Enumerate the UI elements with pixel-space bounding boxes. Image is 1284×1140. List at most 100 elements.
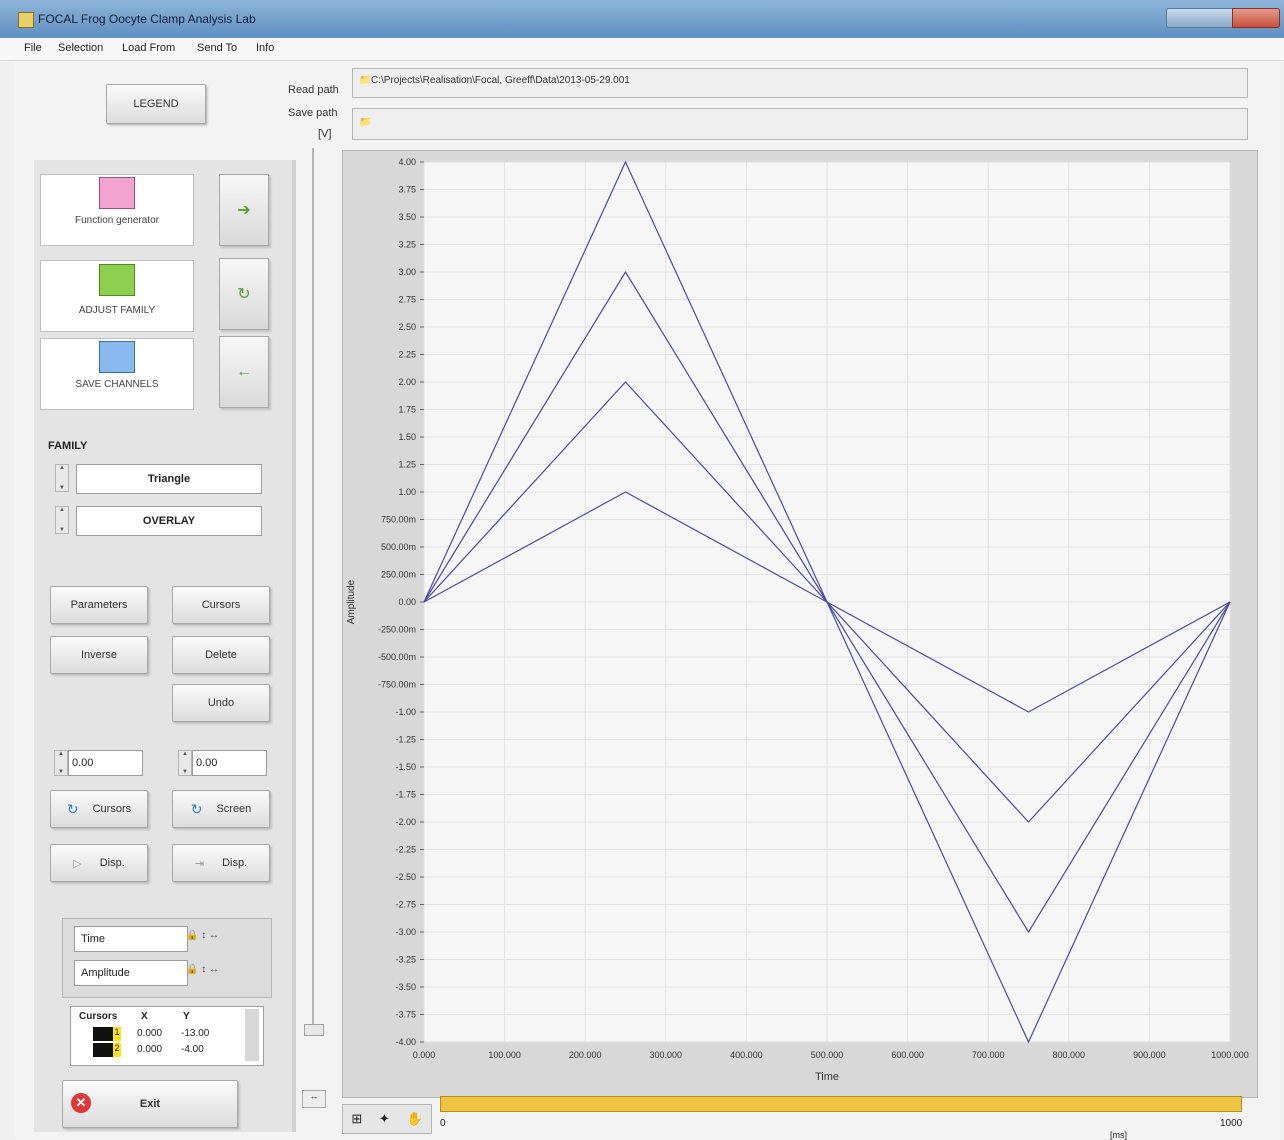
title-bar	[0, 0, 1284, 38]
legend-button[interactable]: LEGEND	[106, 84, 206, 124]
cursor-x: 0.000	[137, 1044, 163, 1055]
save-path-label: Save path	[288, 107, 338, 119]
time-scrollbar[interactable]	[440, 1096, 1242, 1112]
series-lines	[423, 160, 1231, 1044]
zoom-icon[interactable]: ⊞	[351, 1111, 363, 1126]
axis-tools-icon[interactable]: 🔒 ↕ ↔	[186, 964, 220, 975]
cursor-col-header: Cursors	[79, 1011, 118, 1022]
refresh-icon: ↻	[66, 800, 79, 817]
screen-refresh-button[interactable]: ↻ Screen	[172, 790, 270, 828]
grid-lines	[423, 161, 1231, 1043]
unit-label: [V]	[318, 128, 332, 140]
window-title: FOCAL Frog Oocyte Clamp Analysis Lab	[38, 12, 256, 26]
y-tick-label: -1.75	[395, 790, 416, 800]
read-path-label: Read path	[288, 84, 339, 96]
menu-send-to[interactable]: Send To	[197, 42, 238, 54]
display-button-2[interactable]: ⇥ Disp.	[172, 844, 270, 882]
close-icon: ✕	[71, 1093, 91, 1113]
display-button-1[interactable]: ▷ Disp.	[50, 844, 148, 882]
menu-selection[interactable]: Selection	[58, 42, 104, 54]
y-tick-label: -250.00m	[378, 625, 416, 635]
play-icon: ▷	[73, 857, 82, 870]
cursor-swatch	[93, 1027, 113, 1041]
vertical-slider-thumb[interactable]	[304, 1024, 324, 1036]
y-tick-label: 2.00	[398, 377, 416, 387]
undo-button[interactable]: Undo	[172, 684, 270, 722]
family-mode-select[interactable]: OVERLAY	[76, 506, 262, 536]
cursor-x: 0.000	[137, 1028, 163, 1039]
axis-tools-icon[interactable]: 🔒 ↕ ↔	[186, 930, 220, 941]
cursor-id: 1	[113, 1027, 121, 1041]
y-tick-label: -1.00	[395, 707, 416, 717]
cursor-y: -13.00	[181, 1028, 210, 1039]
button-label: Cursors	[92, 803, 132, 815]
numeric-input-left[interactable]: 0.00	[68, 750, 143, 776]
y-tick-label: -2.75	[395, 900, 416, 910]
refresh-button[interactable]: ↻	[219, 258, 269, 330]
y-axis-name-input[interactable]: Amplitude	[74, 960, 188, 986]
parameters-button[interactable]: Parameters	[50, 586, 148, 624]
y-tick-label: 2.75	[398, 295, 416, 305]
slider-arrow-icon[interactable]: ↔	[302, 1090, 326, 1108]
y-tick-label: 1.50	[398, 432, 416, 442]
save-channels-card[interactable]: SAVE CHANNELS	[40, 338, 194, 410]
tool-label: ADJUST FAMILY	[78, 305, 156, 316]
cursor-table[interactable]: Cursors X Y 1 0.000 -13.00 2 0.000 -4.00	[70, 1006, 264, 1066]
tool-label: SAVE CHANNELS	[75, 379, 159, 390]
pan-icon[interactable]: ✦	[378, 1111, 390, 1126]
x-tick-label: 800.000	[1053, 1050, 1086, 1060]
x-tick-label: 900.000	[1133, 1050, 1166, 1060]
numeric-spinner-left[interactable]: ▲ ▼	[54, 750, 68, 776]
menu-info[interactable]: Info	[256, 42, 275, 54]
path-browse-icon[interactable]: 📁	[359, 117, 372, 128]
cursor-id: 2	[113, 1043, 121, 1057]
function-generator-card[interactable]: Function generator	[40, 174, 194, 246]
shape-spinner[interactable]: ▲ ▼	[55, 464, 69, 492]
path-browse-icon[interactable]: 📁	[359, 75, 372, 86]
close-icon[interactable]	[1232, 8, 1280, 28]
numeric-input-right[interactable]: 0.00	[192, 750, 267, 776]
menu-load-from[interactable]: Load From	[122, 42, 176, 54]
y-tick-label: 2.25	[398, 350, 416, 360]
y-tick-label: 3.25	[398, 240, 416, 250]
family-heading: FAMILY	[48, 440, 88, 452]
y-tick-label: -4.00	[395, 1037, 416, 1047]
menu-file[interactable]: File	[24, 42, 42, 54]
y-tick-label: -1.50	[395, 762, 416, 772]
numeric-spinner-right[interactable]: ▲ ▼	[178, 750, 192, 776]
graph-palette[interactable]: ⊞ ✦ ✋	[342, 1104, 432, 1134]
send-right-button[interactable]: ➔	[219, 174, 269, 246]
button-label: Disp.	[222, 857, 248, 869]
y-axis-label: Amplitude	[346, 579, 357, 624]
cursors-refresh-button[interactable]: ↻ Cursors	[50, 790, 148, 828]
tool-label: Function generator	[75, 215, 159, 226]
waveform-graph[interactable]: 4.00 3.75 3.50 3.25 3.00 2.75 2.50 2.25 2.00 1.75…	[342, 150, 1256, 1096]
button-label: Exit	[139, 1098, 161, 1110]
x-tick-label: 1000.000	[1211, 1050, 1249, 1060]
cursor-y: -4.00	[181, 1044, 204, 1055]
y-tick-labels: 4.00 3.75 3.50 3.25 3.00 2.75 2.50 2.25 2.00 1.75…	[378, 157, 424, 1047]
y-tick-label: -3.00	[395, 927, 416, 937]
x-tick-label: 600.000	[891, 1050, 924, 1060]
x-axis-name-input[interactable]: Time	[74, 926, 188, 952]
hand-icon[interactable]: ✋	[406, 1111, 423, 1126]
vertical-slider-track[interactable]	[312, 148, 314, 1028]
y-tick-label: -750.00m	[378, 680, 416, 690]
save-channels-icon	[99, 341, 135, 373]
read-path-field[interactable]: 📁 C:\Projects\Realisation\Focal, Greeff\…	[352, 68, 1248, 98]
cursors-button[interactable]: Cursors	[172, 586, 270, 624]
scroll-unit-label: [ms]	[1110, 1130, 1127, 1140]
family-shape-select[interactable]: Triangle	[76, 464, 262, 494]
save-path-field[interactable]: 📁	[352, 108, 1248, 140]
cursor-col-header: Y	[183, 1011, 190, 1022]
inverse-button[interactable]: Inverse	[50, 636, 148, 674]
mode-spinner[interactable]: ▲ ▼	[55, 506, 69, 534]
cursor-table-scrollbar[interactable]	[245, 1009, 259, 1061]
exit-button[interactable]: ✕ Exit	[62, 1080, 238, 1128]
adjust-family-card[interactable]: ADJUST FAMILY	[40, 260, 194, 332]
delete-button[interactable]: Delete	[172, 636, 270, 674]
y-tick-label: -2.00	[395, 817, 416, 827]
scroll-start-label: 0	[440, 1118, 446, 1129]
send-left-button[interactable]: ←	[219, 336, 269, 408]
step-icon: ⇥	[194, 857, 205, 870]
